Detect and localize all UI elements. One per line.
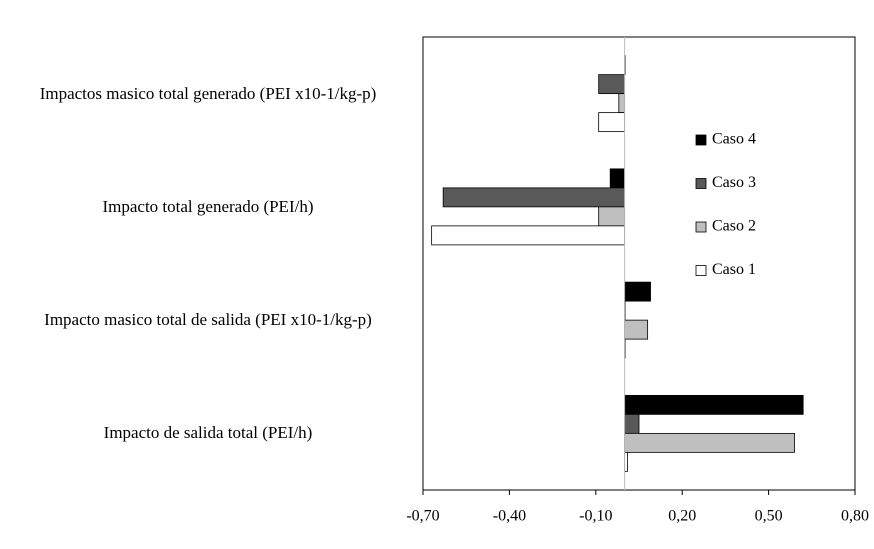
legend-swatch: [695, 178, 707, 189]
bar: [624, 394, 804, 415]
bar: [624, 281, 651, 302]
legend-label: Caso 3: [712, 174, 756, 191]
bar: [598, 206, 625, 227]
x-tick-label: -0,70: [406, 508, 439, 525]
bar: [431, 225, 626, 246]
bar: [624, 319, 649, 340]
x-tick-label: 0,20: [668, 508, 696, 525]
bar: [609, 168, 626, 189]
legend-swatch: [695, 134, 707, 146]
bar: [598, 74, 625, 95]
x-tick-label: 0,50: [755, 508, 783, 525]
x-tick-label: -0,10: [579, 508, 612, 525]
category-label: Impacto de salida total (PEI/h): [103, 423, 313, 443]
legend-label: Caso 2: [712, 218, 756, 235]
bar: [442, 187, 626, 208]
category-label: Impacto masico total de salida (PEI x10-…: [44, 310, 372, 330]
bar: [624, 432, 795, 453]
category-label: Impacto total generado (PEI/h): [102, 196, 314, 216]
category-label: Impactos masico total generado (PEI x10-…: [39, 83, 377, 103]
legend-label: Caso 4: [712, 131, 756, 148]
legend-label: Caso 1: [712, 261, 756, 278]
bar: [624, 413, 640, 434]
x-tick-label: -0,40: [493, 508, 526, 525]
legend-swatch: [695, 221, 707, 233]
bar: [618, 93, 626, 114]
legend-swatch: [695, 265, 707, 276]
bar: [598, 112, 625, 133]
x-tick-label: 0,80: [841, 508, 869, 525]
